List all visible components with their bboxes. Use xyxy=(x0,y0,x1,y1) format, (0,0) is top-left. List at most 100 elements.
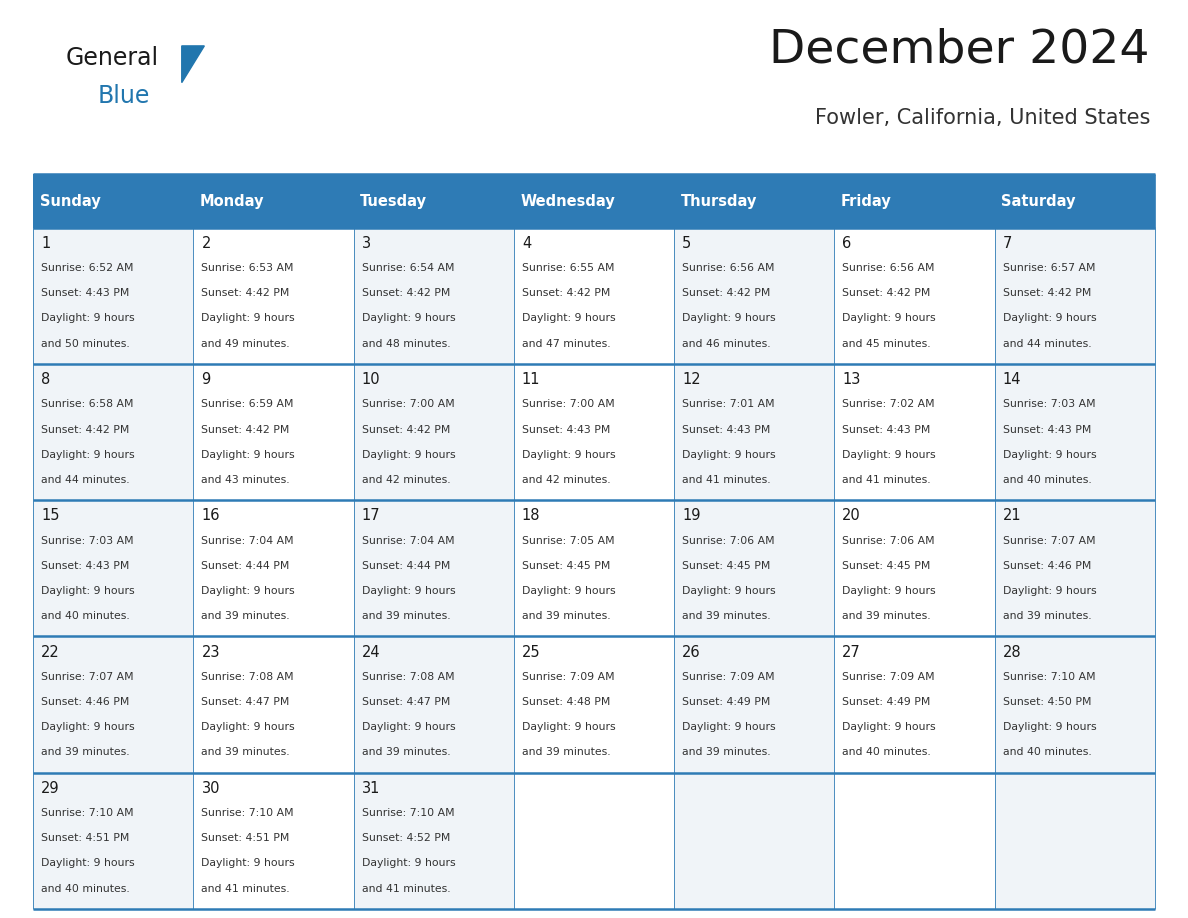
Text: and 46 minutes.: and 46 minutes. xyxy=(682,339,771,349)
Bar xyxy=(194,636,354,773)
Text: and 39 minutes.: and 39 minutes. xyxy=(522,611,611,621)
Text: Sunset: 4:46 PM: Sunset: 4:46 PM xyxy=(1003,561,1091,571)
Text: Daylight: 9 hours: Daylight: 9 hours xyxy=(42,586,135,596)
Text: General: General xyxy=(65,46,158,70)
Text: 2: 2 xyxy=(202,236,210,251)
Text: Monday: Monday xyxy=(200,194,265,208)
Text: 27: 27 xyxy=(842,644,861,659)
Text: Sunrise: 6:53 AM: Sunrise: 6:53 AM xyxy=(202,263,293,273)
Text: Sunset: 4:43 PM: Sunset: 4:43 PM xyxy=(682,424,771,434)
Text: Sunday: Sunday xyxy=(39,194,101,208)
Text: Daylight: 9 hours: Daylight: 9 hours xyxy=(361,313,455,323)
Bar xyxy=(994,364,1155,500)
Text: Sunrise: 6:56 AM: Sunrise: 6:56 AM xyxy=(842,263,935,273)
Text: and 40 minutes.: and 40 minutes. xyxy=(1003,475,1092,485)
Bar xyxy=(674,500,834,636)
Text: Sunrise: 7:10 AM: Sunrise: 7:10 AM xyxy=(1003,672,1095,682)
Text: Daylight: 9 hours: Daylight: 9 hours xyxy=(1003,722,1097,733)
Text: and 39 minutes.: and 39 minutes. xyxy=(682,611,771,621)
Bar xyxy=(834,636,994,773)
Text: and 39 minutes.: and 39 minutes. xyxy=(42,747,129,757)
Text: 30: 30 xyxy=(202,781,220,796)
Text: Daylight: 9 hours: Daylight: 9 hours xyxy=(202,450,295,460)
Text: and 40 minutes.: and 40 minutes. xyxy=(42,884,129,893)
Bar xyxy=(33,228,194,364)
Text: Daylight: 9 hours: Daylight: 9 hours xyxy=(1003,313,1097,323)
Text: and 42 minutes.: and 42 minutes. xyxy=(361,475,450,485)
Text: Sunset: 4:42 PM: Sunset: 4:42 PM xyxy=(1003,288,1091,298)
Text: Daylight: 9 hours: Daylight: 9 hours xyxy=(202,858,295,868)
Text: Sunset: 4:49 PM: Sunset: 4:49 PM xyxy=(842,697,930,707)
Bar xyxy=(514,773,674,909)
Text: Daylight: 9 hours: Daylight: 9 hours xyxy=(522,313,615,323)
Text: 4: 4 xyxy=(522,236,531,251)
Text: 8: 8 xyxy=(42,372,51,387)
Bar xyxy=(514,636,674,773)
Text: and 44 minutes.: and 44 minutes. xyxy=(42,475,129,485)
Text: Sunrise: 7:01 AM: Sunrise: 7:01 AM xyxy=(682,399,775,409)
Bar xyxy=(354,636,514,773)
Text: and 39 minutes.: and 39 minutes. xyxy=(682,747,771,757)
Text: Sunrise: 6:52 AM: Sunrise: 6:52 AM xyxy=(42,263,134,273)
Text: Daylight: 9 hours: Daylight: 9 hours xyxy=(682,722,776,733)
Text: Daylight: 9 hours: Daylight: 9 hours xyxy=(42,858,135,868)
Text: Daylight: 9 hours: Daylight: 9 hours xyxy=(1003,450,1097,460)
Text: 16: 16 xyxy=(202,509,220,523)
Text: Sunrise: 6:57 AM: Sunrise: 6:57 AM xyxy=(1003,263,1095,273)
Text: Daylight: 9 hours: Daylight: 9 hours xyxy=(202,722,295,733)
Text: Sunrise: 7:10 AM: Sunrise: 7:10 AM xyxy=(202,808,295,818)
Text: Sunset: 4:44 PM: Sunset: 4:44 PM xyxy=(202,561,290,571)
Bar xyxy=(194,773,354,909)
Text: Sunset: 4:52 PM: Sunset: 4:52 PM xyxy=(361,834,450,844)
Text: and 41 minutes.: and 41 minutes. xyxy=(682,475,771,485)
Text: 18: 18 xyxy=(522,509,541,523)
Text: 10: 10 xyxy=(361,372,380,387)
Text: 24: 24 xyxy=(361,644,380,659)
Bar xyxy=(834,500,994,636)
Text: and 40 minutes.: and 40 minutes. xyxy=(1003,747,1092,757)
Text: Sunset: 4:44 PM: Sunset: 4:44 PM xyxy=(361,561,450,571)
Bar xyxy=(994,228,1155,364)
Text: 14: 14 xyxy=(1003,372,1020,387)
Text: Sunset: 4:43 PM: Sunset: 4:43 PM xyxy=(522,424,611,434)
Text: and 39 minutes.: and 39 minutes. xyxy=(842,611,931,621)
Text: Fowler, California, United States: Fowler, California, United States xyxy=(815,108,1150,129)
Text: and 39 minutes.: and 39 minutes. xyxy=(1003,611,1091,621)
Text: and 41 minutes.: and 41 minutes. xyxy=(202,884,290,893)
Text: and 39 minutes.: and 39 minutes. xyxy=(202,747,290,757)
Text: Sunset: 4:47 PM: Sunset: 4:47 PM xyxy=(361,697,450,707)
Text: Daylight: 9 hours: Daylight: 9 hours xyxy=(361,722,455,733)
Text: Sunrise: 6:56 AM: Sunrise: 6:56 AM xyxy=(682,263,775,273)
Text: Sunset: 4:42 PM: Sunset: 4:42 PM xyxy=(361,288,450,298)
Text: 9: 9 xyxy=(202,372,210,387)
Text: 29: 29 xyxy=(42,781,59,796)
Text: and 39 minutes.: and 39 minutes. xyxy=(361,747,450,757)
Text: Sunrise: 7:06 AM: Sunrise: 7:06 AM xyxy=(842,535,935,545)
Text: Daylight: 9 hours: Daylight: 9 hours xyxy=(842,450,936,460)
Bar xyxy=(514,228,674,364)
Text: Sunset: 4:43 PM: Sunset: 4:43 PM xyxy=(42,288,129,298)
Text: Sunset: 4:42 PM: Sunset: 4:42 PM xyxy=(202,424,290,434)
Text: Sunset: 4:42 PM: Sunset: 4:42 PM xyxy=(522,288,611,298)
Text: and 39 minutes.: and 39 minutes. xyxy=(202,611,290,621)
Text: Sunset: 4:43 PM: Sunset: 4:43 PM xyxy=(1003,424,1091,434)
Bar xyxy=(674,773,834,909)
Text: Sunrise: 7:08 AM: Sunrise: 7:08 AM xyxy=(202,672,295,682)
Text: Daylight: 9 hours: Daylight: 9 hours xyxy=(42,450,135,460)
Text: 12: 12 xyxy=(682,372,701,387)
Bar xyxy=(33,174,1155,228)
Text: Tuesday: Tuesday xyxy=(360,194,428,208)
Text: 21: 21 xyxy=(1003,509,1022,523)
Bar xyxy=(33,636,194,773)
Text: and 39 minutes.: and 39 minutes. xyxy=(361,611,450,621)
Bar xyxy=(834,773,994,909)
Text: 28: 28 xyxy=(1003,644,1022,659)
Text: Sunset: 4:42 PM: Sunset: 4:42 PM xyxy=(202,288,290,298)
Text: 22: 22 xyxy=(42,644,61,659)
Text: Daylight: 9 hours: Daylight: 9 hours xyxy=(42,313,135,323)
Text: and 40 minutes.: and 40 minutes. xyxy=(42,611,129,621)
Text: Daylight: 9 hours: Daylight: 9 hours xyxy=(522,586,615,596)
Text: Daylight: 9 hours: Daylight: 9 hours xyxy=(42,722,135,733)
Text: Wednesday: Wednesday xyxy=(520,194,615,208)
Text: Sunset: 4:43 PM: Sunset: 4:43 PM xyxy=(842,424,930,434)
